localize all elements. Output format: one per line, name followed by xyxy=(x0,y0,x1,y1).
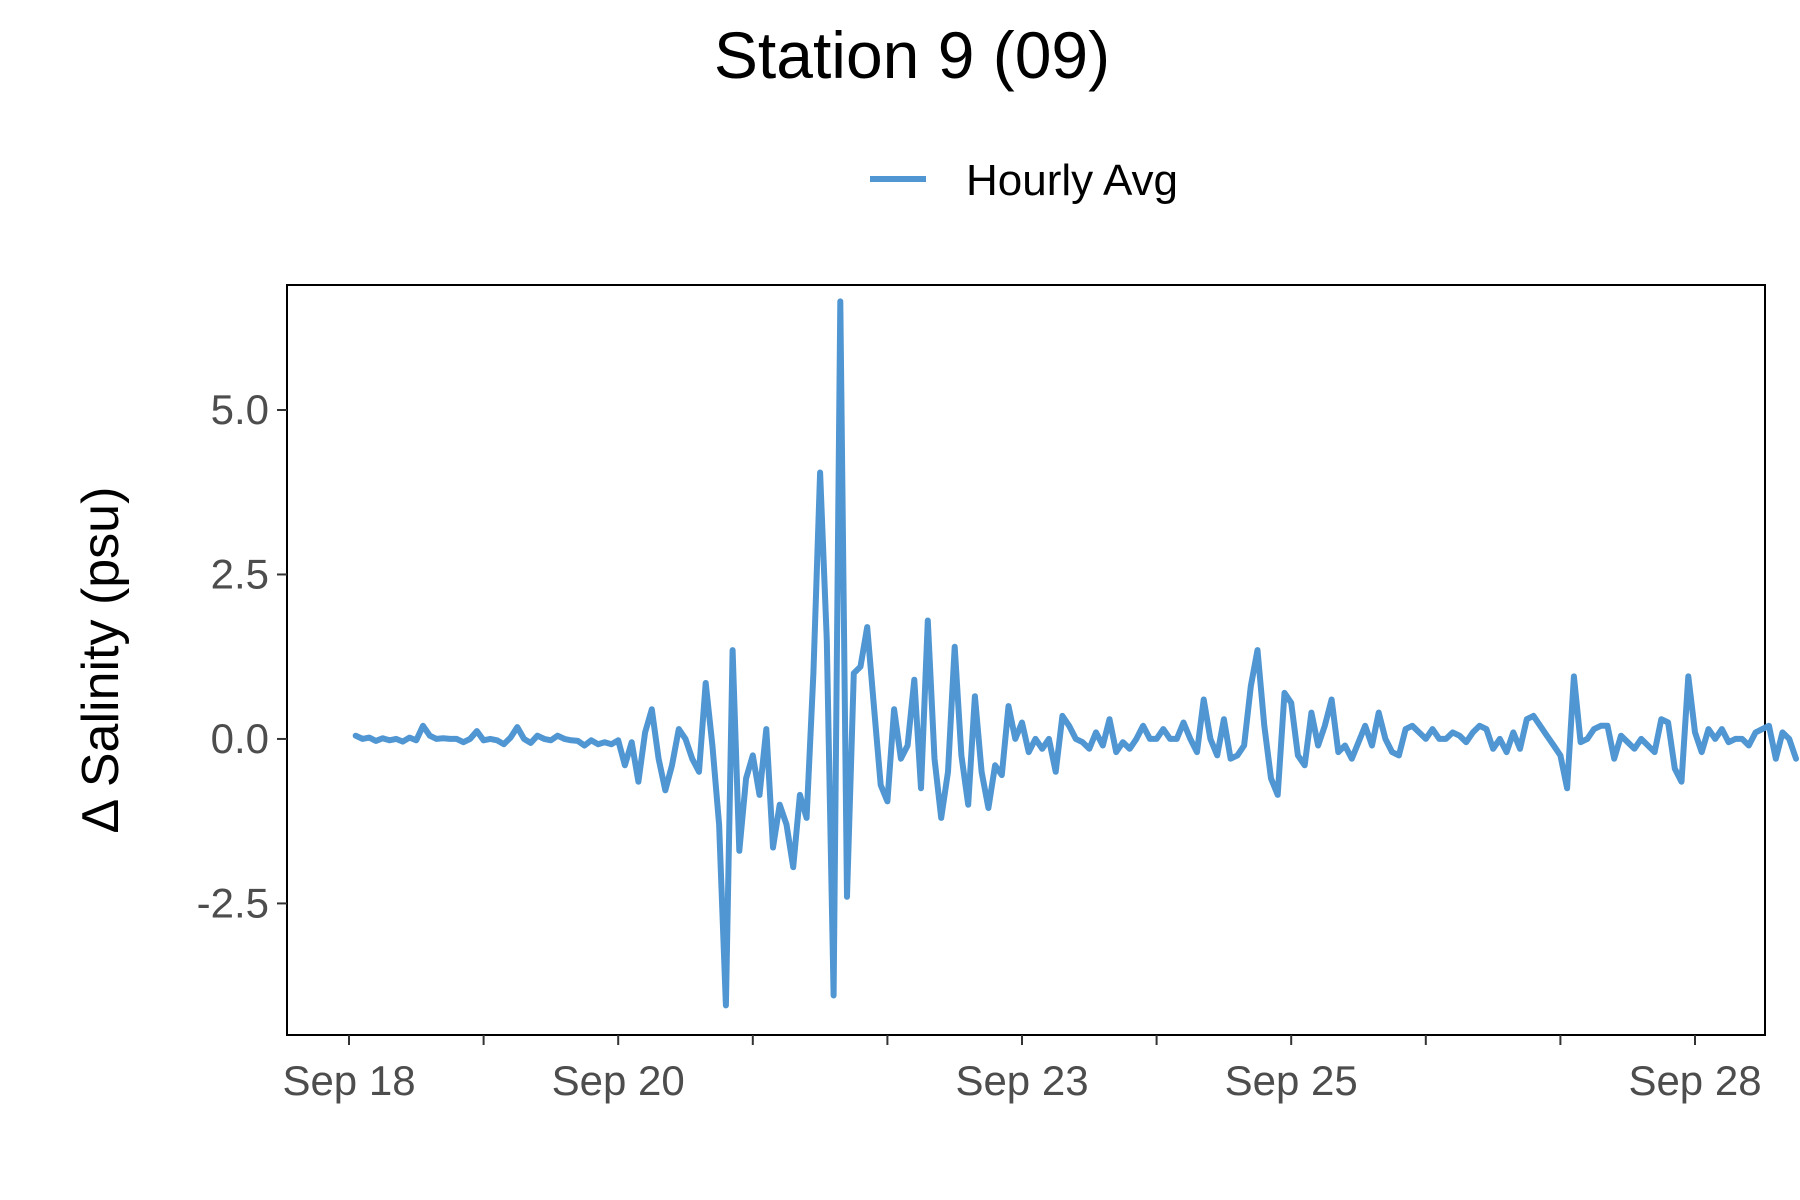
x-tick-label: Sep 20 xyxy=(552,1057,685,1104)
y-tick-label: 5.0 xyxy=(211,386,269,433)
y-axis-label: Δ Salinity (psu) xyxy=(72,487,130,834)
chart-title: Station 9 (09) xyxy=(714,18,1110,92)
plot-panel xyxy=(286,284,1766,1036)
legend-label-hourly-avg: Hourly Avg xyxy=(966,156,1178,205)
legend: Hourly Avg xyxy=(870,156,1178,205)
y-axis: 5.0 2.5 0.0 -2.5 xyxy=(197,386,287,926)
x-tick-label: Sep 23 xyxy=(955,1057,1088,1104)
x-axis: Sep 18 Sep 20 Sep 23 Sep 25 Sep 28 xyxy=(282,1035,1762,1104)
series-layer xyxy=(352,298,1799,1009)
series-line-hourly-avg xyxy=(352,298,1799,1009)
y-tick-label: -2.5 xyxy=(197,879,269,926)
x-tick-label: Sep 18 xyxy=(282,1057,415,1104)
y-tick-label: 0.0 xyxy=(211,715,269,762)
y-tick-label: 2.5 xyxy=(211,550,269,597)
x-tick-label: Sep 25 xyxy=(1225,1057,1358,1104)
x-tick-label: Sep 28 xyxy=(1628,1057,1761,1104)
